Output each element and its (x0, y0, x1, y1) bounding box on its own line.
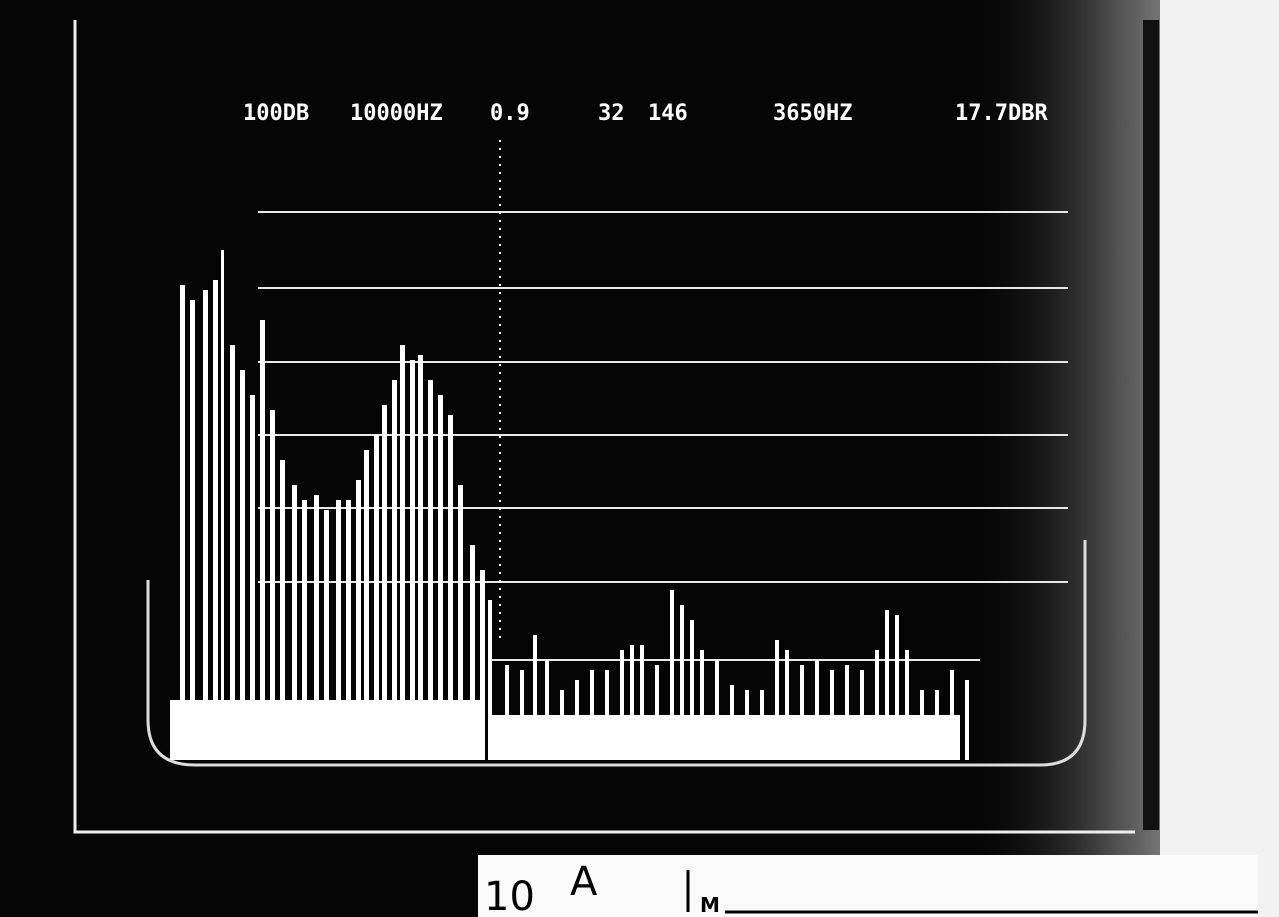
readout-cursor-frequency: 3650HZ (773, 101, 852, 126)
readout-frequency: 10000HZ (350, 101, 443, 126)
page: 100DB 10000HZ 0.9 32 146 3650HZ 17.7DBR … (0, 0, 1279, 917)
bezel-right (1160, 0, 1279, 917)
readout-level: 17.7DBR (955, 101, 1048, 126)
card-letter: A (570, 859, 598, 905)
photo: 100DB 10000HZ 0.9 32 146 3650HZ 17.7DBR … (0, 0, 1279, 917)
bezel-edge (1143, 20, 1159, 830)
readout-value: 0.9 (490, 101, 530, 126)
card-number: 10 (484, 874, 535, 917)
readout-value: 146 (648, 101, 688, 126)
label-card: 10 A M (478, 855, 1258, 917)
readout-range: 100DB (243, 101, 309, 126)
readout-value: 32 (598, 101, 625, 126)
card-mark: M (700, 893, 720, 917)
